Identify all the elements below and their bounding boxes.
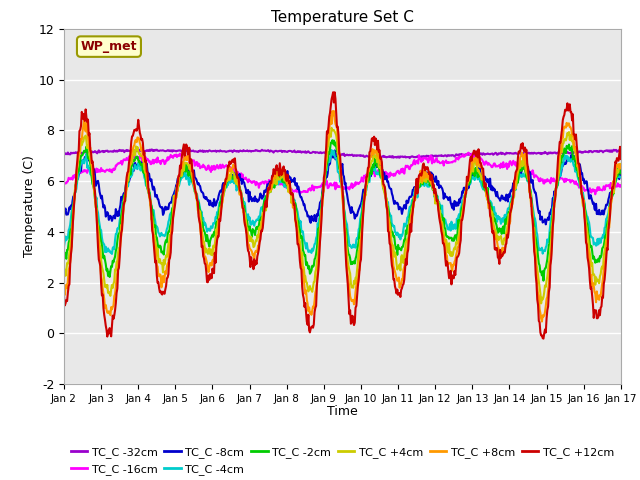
X-axis label: Time: Time xyxy=(327,405,358,418)
Text: WP_met: WP_met xyxy=(81,40,137,53)
Legend: TC_C -32cm, TC_C -16cm, TC_C -8cm, TC_C -4cm, TC_C -2cm, TC_C +4cm, TC_C +8cm, T: TC_C -32cm, TC_C -16cm, TC_C -8cm, TC_C … xyxy=(67,443,618,479)
Title: Temperature Set C: Temperature Set C xyxy=(271,10,414,25)
Y-axis label: Temperature (C): Temperature (C) xyxy=(22,156,36,257)
